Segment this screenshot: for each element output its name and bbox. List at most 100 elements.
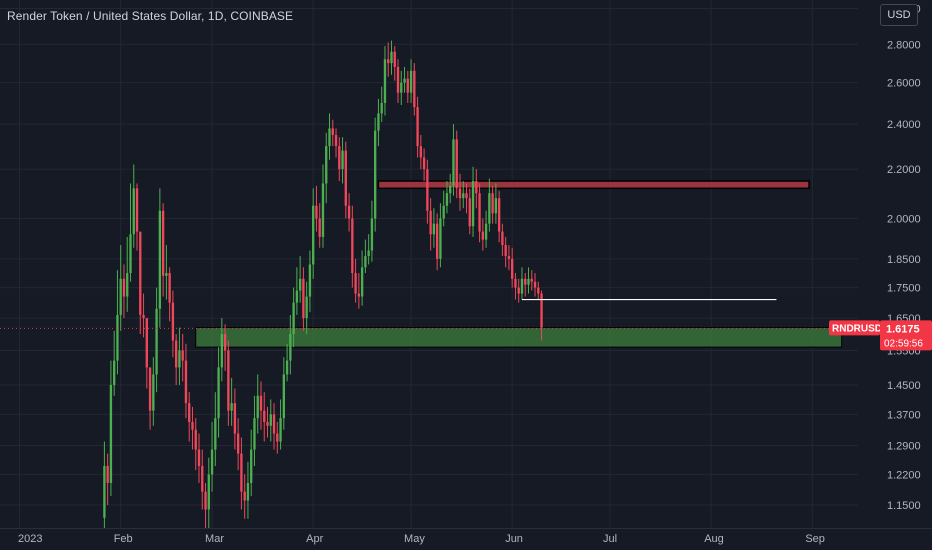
candle-body (188, 403, 191, 422)
candle (217, 347, 220, 438)
candle (161, 203, 165, 297)
x-tick-label: Aug (704, 533, 724, 545)
candle-body (334, 134, 338, 147)
candle-body (426, 169, 429, 211)
candle-body (478, 193, 481, 232)
x-tick-label: 2023 (18, 533, 42, 545)
candle (204, 482, 207, 528)
candle-body (256, 395, 259, 419)
candle-layer (103, 40, 543, 528)
candle-body (409, 70, 413, 93)
candle (282, 357, 285, 430)
candle-body (148, 367, 152, 411)
candle-body (351, 218, 354, 274)
candle-body (462, 193, 465, 199)
candle-body (161, 210, 165, 276)
candle (478, 183, 481, 243)
candle-body (370, 218, 374, 251)
x-tick-label: Mar (205, 533, 224, 545)
candle-body (481, 231, 485, 240)
candle (435, 213, 439, 271)
candle (347, 193, 351, 232)
candle (465, 183, 468, 214)
candle-body (285, 360, 289, 375)
candle-body (109, 384, 113, 483)
candle-body (540, 293, 543, 328)
candle-body (298, 278, 302, 291)
candle (331, 119, 334, 147)
candle (171, 290, 175, 358)
candle (174, 334, 178, 385)
resistance-zone (377, 180, 810, 190)
candle (236, 418, 240, 471)
candle (233, 388, 237, 450)
candle-body (145, 318, 148, 368)
candle-body (422, 157, 426, 170)
candle-body (321, 183, 325, 237)
candle (442, 190, 445, 227)
candle-body (501, 231, 504, 246)
candle (468, 188, 471, 235)
candle-body (178, 350, 181, 368)
candle (501, 223, 504, 257)
candle (341, 137, 344, 184)
candle (230, 377, 233, 426)
candle (416, 96, 419, 158)
candle (256, 374, 259, 434)
candle (279, 399, 282, 450)
candle-body (243, 491, 246, 501)
price-label-layer: RNDRUSD 1.6175 02:59:56 (829, 320, 932, 351)
candle (155, 287, 158, 393)
candle-body (158, 210, 162, 309)
candle (393, 46, 396, 81)
candle-body (328, 128, 331, 147)
candle-body (455, 139, 458, 189)
candle-body (413, 70, 416, 108)
candle-body (207, 474, 210, 510)
candle-body (279, 418, 282, 442)
price-tag (880, 320, 932, 351)
support-zone (195, 327, 843, 348)
candle-body (113, 360, 116, 385)
candle (276, 421, 279, 454)
candle-body (517, 287, 520, 294)
candle-body (406, 78, 409, 93)
candle (357, 273, 361, 309)
symbol-tag-label: RNDRUSD (832, 323, 882, 334)
candle-body (439, 218, 442, 259)
candle (449, 173, 452, 204)
candle-body (106, 465, 109, 483)
candle (475, 169, 478, 209)
candle (400, 70, 403, 106)
candle (298, 256, 302, 303)
x-tick-label: Feb (114, 533, 133, 545)
candle-body (122, 278, 126, 297)
candle (240, 437, 243, 510)
candle (210, 421, 214, 492)
candle-body (445, 193, 449, 206)
candle-body (465, 193, 468, 199)
candle-body (191, 421, 194, 430)
candle (119, 245, 122, 331)
candle (253, 395, 256, 466)
candle-body (435, 223, 439, 259)
candle (527, 267, 530, 294)
candle-body (403, 78, 406, 83)
candle-body (272, 414, 276, 434)
candle-body (103, 465, 106, 518)
x-tick-label: Jun (505, 533, 523, 545)
candle-body (174, 340, 178, 368)
candle-body (367, 250, 370, 257)
candle-body (129, 234, 132, 274)
currency-button[interactable]: USD (880, 4, 918, 26)
candle-body (383, 59, 387, 103)
candle-body (266, 421, 269, 426)
candle-body (292, 302, 295, 335)
y-tick-label: 1.8500 (887, 254, 921, 266)
candle-body (390, 51, 393, 64)
candle (367, 234, 370, 265)
candle (511, 247, 514, 288)
candle-body (236, 433, 240, 454)
